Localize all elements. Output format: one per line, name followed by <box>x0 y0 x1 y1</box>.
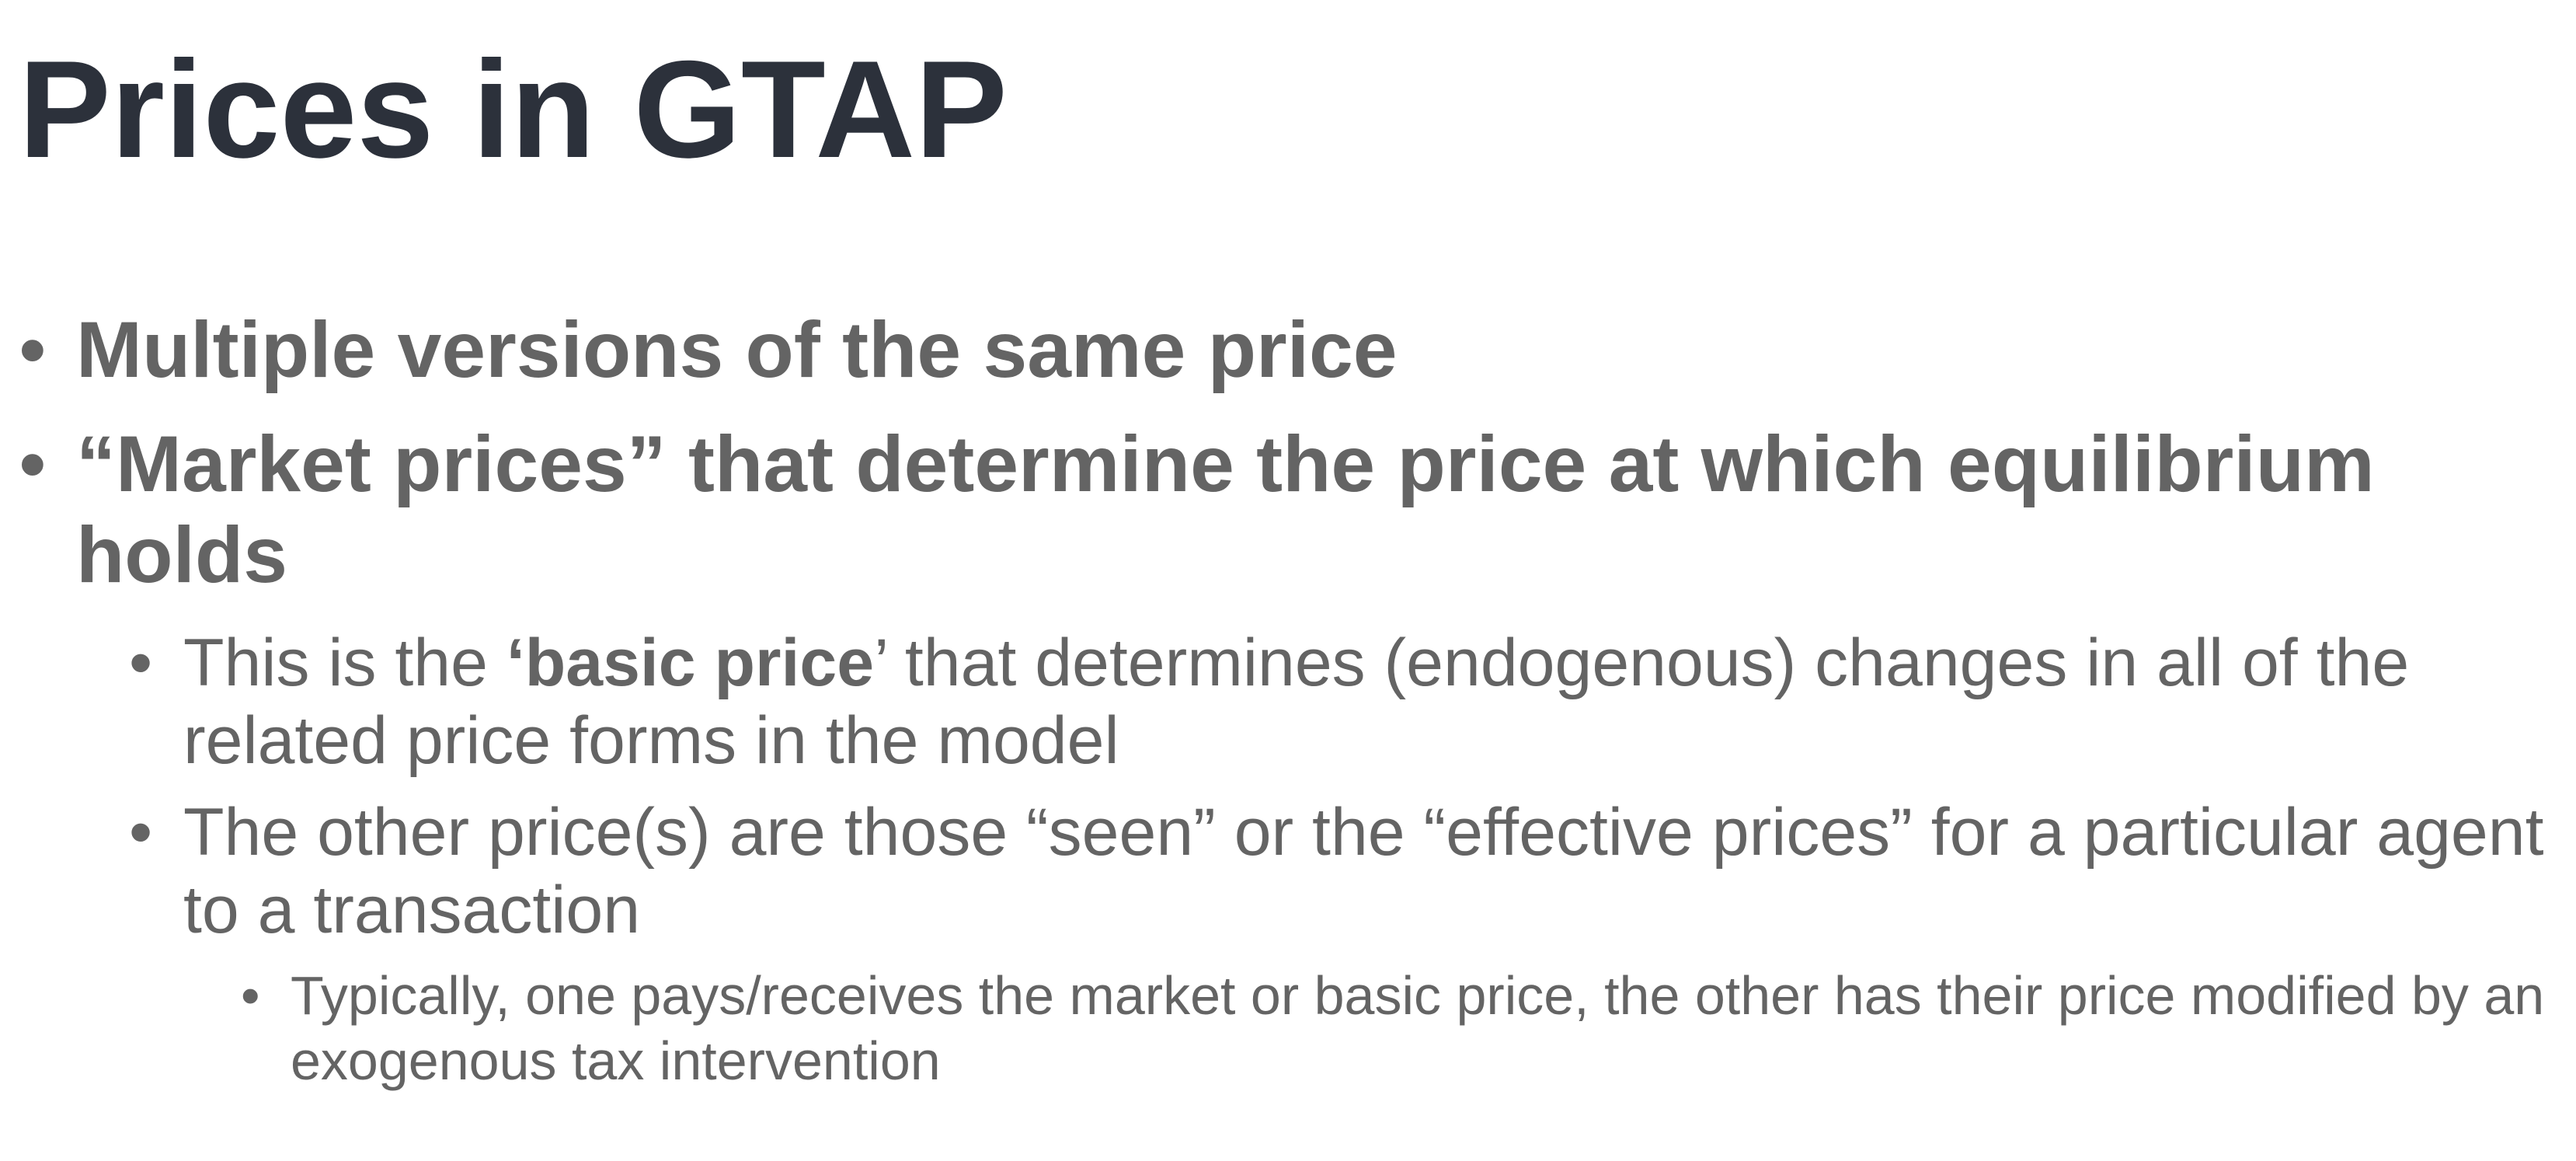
bullet-dot-icon: • <box>19 305 47 394</box>
sub-sub-bullet-item-typically: • Typically, one pays/receives the marke… <box>19 963 2559 1093</box>
slide-title: Prices in GTAP <box>19 32 1008 187</box>
bullet-dot-icon: • <box>129 626 153 700</box>
bullet-item-market-prices: • “Market prices” that determine the pri… <box>19 419 2559 601</box>
sub-bullet-text: The other price(s) are those “seen” or t… <box>183 795 2544 947</box>
basic-price-emphasis: ‘basic price <box>506 626 875 700</box>
sub-bullet-item-other-prices: • The other price(s) are those “seen” or… <box>19 793 2559 949</box>
sub-bullet-text-pre: This is the <box>183 626 506 700</box>
bullet-item-multiple-versions: • Multiple versions of the same price <box>19 305 2559 396</box>
bullet-list: • Multiple versions of the same price • … <box>19 305 2559 1093</box>
sub-sub-bullet-text: Typically, one pays/receives the market … <box>291 965 2545 1091</box>
bullet-dot-icon: • <box>241 965 260 1026</box>
bullet-text: “Market prices” that determine the price… <box>76 420 2375 599</box>
sub-bullet-item-basic-price: • This is the ‘basic price’ that determi… <box>19 624 2559 779</box>
sub-bullet-text: This is the ‘basic price’ that determine… <box>183 626 2409 778</box>
bullet-dot-icon: • <box>129 795 153 870</box>
sub-bullet-text-post: ’ that determines (endogenous) changes i… <box>183 626 2410 778</box>
bullet-text: Multiple versions of the same price <box>76 305 1398 394</box>
bullet-dot-icon: • <box>19 420 47 508</box>
